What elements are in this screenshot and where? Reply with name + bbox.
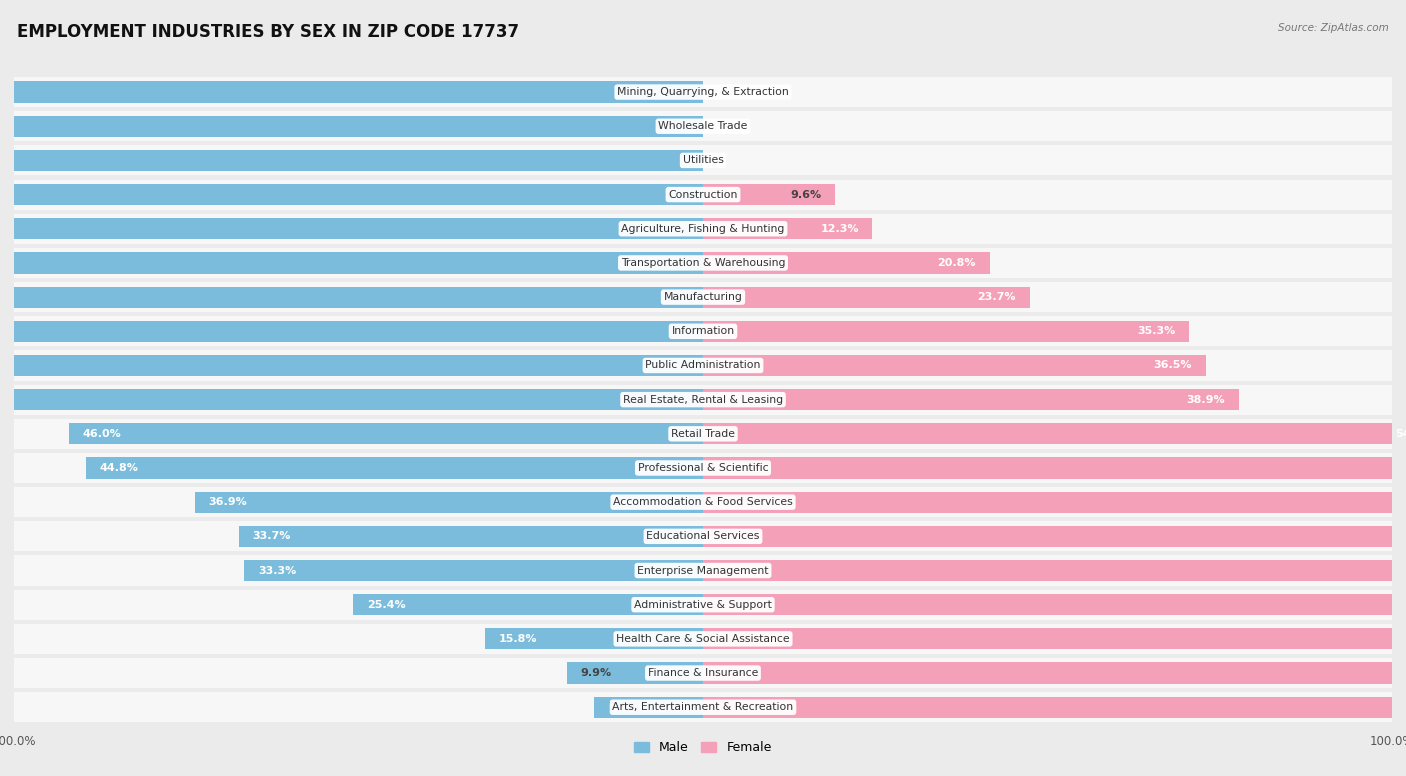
Bar	[194, 491, 703, 513]
Text: 7.9%: 7.9%	[607, 702, 638, 712]
Bar	[703, 252, 990, 273]
Text: Mining, Quarrying, & Extraction: Mining, Quarrying, & Extraction	[617, 87, 789, 97]
Text: 54.0%: 54.0%	[1395, 429, 1406, 438]
Text: Accommodation & Food Services: Accommodation & Food Services	[613, 497, 793, 508]
Bar	[14, 317, 1392, 346]
Bar	[14, 521, 1392, 552]
Bar	[0, 184, 703, 205]
Bar	[0, 389, 703, 411]
Text: 46.0%: 46.0%	[83, 429, 122, 438]
Text: Educational Services: Educational Services	[647, 532, 759, 542]
Bar	[14, 282, 1392, 312]
Text: Construction: Construction	[668, 189, 738, 199]
Bar	[485, 629, 703, 650]
Text: 33.7%: 33.7%	[253, 532, 291, 542]
Text: 9.9%: 9.9%	[581, 668, 612, 678]
Bar	[703, 355, 1206, 376]
Bar	[703, 218, 873, 239]
Bar	[14, 351, 1392, 380]
Text: Manufacturing: Manufacturing	[664, 292, 742, 302]
Bar	[703, 491, 1406, 513]
Bar	[0, 81, 703, 102]
Bar	[14, 213, 1392, 244]
Text: 23.7%: 23.7%	[977, 292, 1015, 302]
Text: Enterprise Management: Enterprise Management	[637, 566, 769, 576]
Text: Health Care & Social Assistance: Health Care & Social Assistance	[616, 634, 790, 644]
Text: Professional & Scientific: Professional & Scientific	[638, 463, 768, 473]
Bar	[703, 594, 1406, 615]
Bar	[703, 663, 1406, 684]
Text: 38.9%: 38.9%	[1187, 395, 1225, 404]
Bar	[86, 457, 703, 479]
Bar	[14, 658, 1392, 688]
Text: Information: Information	[672, 326, 734, 336]
Bar	[14, 419, 1392, 449]
Text: 9.6%: 9.6%	[790, 189, 821, 199]
Bar	[14, 385, 1392, 414]
Bar	[14, 556, 1392, 586]
Bar	[703, 629, 1406, 650]
Bar	[14, 111, 1392, 141]
Bar	[595, 697, 703, 718]
Text: 20.8%: 20.8%	[938, 258, 976, 268]
Bar	[14, 692, 1392, 722]
Bar	[14, 590, 1392, 620]
Text: Transportation & Warehousing: Transportation & Warehousing	[621, 258, 785, 268]
Bar	[0, 218, 703, 239]
Bar	[239, 526, 703, 547]
Text: Administrative & Support: Administrative & Support	[634, 600, 772, 610]
Bar	[0, 252, 703, 273]
Bar	[14, 145, 1392, 175]
Bar	[703, 389, 1239, 411]
Bar	[703, 560, 1406, 581]
Bar	[0, 150, 703, 171]
Bar	[0, 355, 703, 376]
Bar	[703, 320, 1189, 342]
Bar	[69, 423, 703, 445]
Text: Arts, Entertainment & Recreation: Arts, Entertainment & Recreation	[613, 702, 793, 712]
Bar	[245, 560, 703, 581]
Text: Public Administration: Public Administration	[645, 361, 761, 370]
Text: 33.3%: 33.3%	[257, 566, 297, 576]
Bar	[14, 77, 1392, 107]
Text: Finance & Insurance: Finance & Insurance	[648, 668, 758, 678]
Text: 25.4%: 25.4%	[367, 600, 405, 610]
Text: Agriculture, Fishing & Hunting: Agriculture, Fishing & Hunting	[621, 223, 785, 234]
Bar	[567, 663, 703, 684]
Legend: Male, Female: Male, Female	[630, 736, 776, 760]
Bar	[703, 697, 1406, 718]
Bar	[0, 320, 703, 342]
Bar	[14, 248, 1392, 278]
Bar	[14, 624, 1392, 654]
Bar	[0, 116, 703, 137]
Text: 12.3%: 12.3%	[820, 223, 859, 234]
Text: Utilities: Utilities	[682, 155, 724, 165]
Bar	[14, 179, 1392, 210]
Text: EMPLOYMENT INDUSTRIES BY SEX IN ZIP CODE 17737: EMPLOYMENT INDUSTRIES BY SEX IN ZIP CODE…	[17, 23, 519, 41]
Bar	[0, 286, 703, 308]
Bar	[703, 526, 1406, 547]
Text: Real Estate, Rental & Leasing: Real Estate, Rental & Leasing	[623, 395, 783, 404]
Text: 15.8%: 15.8%	[499, 634, 537, 644]
Bar	[703, 184, 835, 205]
Text: 36.9%: 36.9%	[208, 497, 247, 508]
Text: Source: ZipAtlas.com: Source: ZipAtlas.com	[1278, 23, 1389, 33]
Bar	[703, 286, 1029, 308]
Text: 35.3%: 35.3%	[1137, 326, 1175, 336]
Bar	[703, 423, 1406, 445]
Text: 36.5%: 36.5%	[1154, 361, 1192, 370]
Bar	[353, 594, 703, 615]
Bar	[14, 453, 1392, 483]
Bar	[14, 487, 1392, 518]
Bar	[703, 457, 1406, 479]
Text: Wholesale Trade: Wholesale Trade	[658, 121, 748, 131]
Text: 44.8%: 44.8%	[100, 463, 138, 473]
Text: Retail Trade: Retail Trade	[671, 429, 735, 438]
